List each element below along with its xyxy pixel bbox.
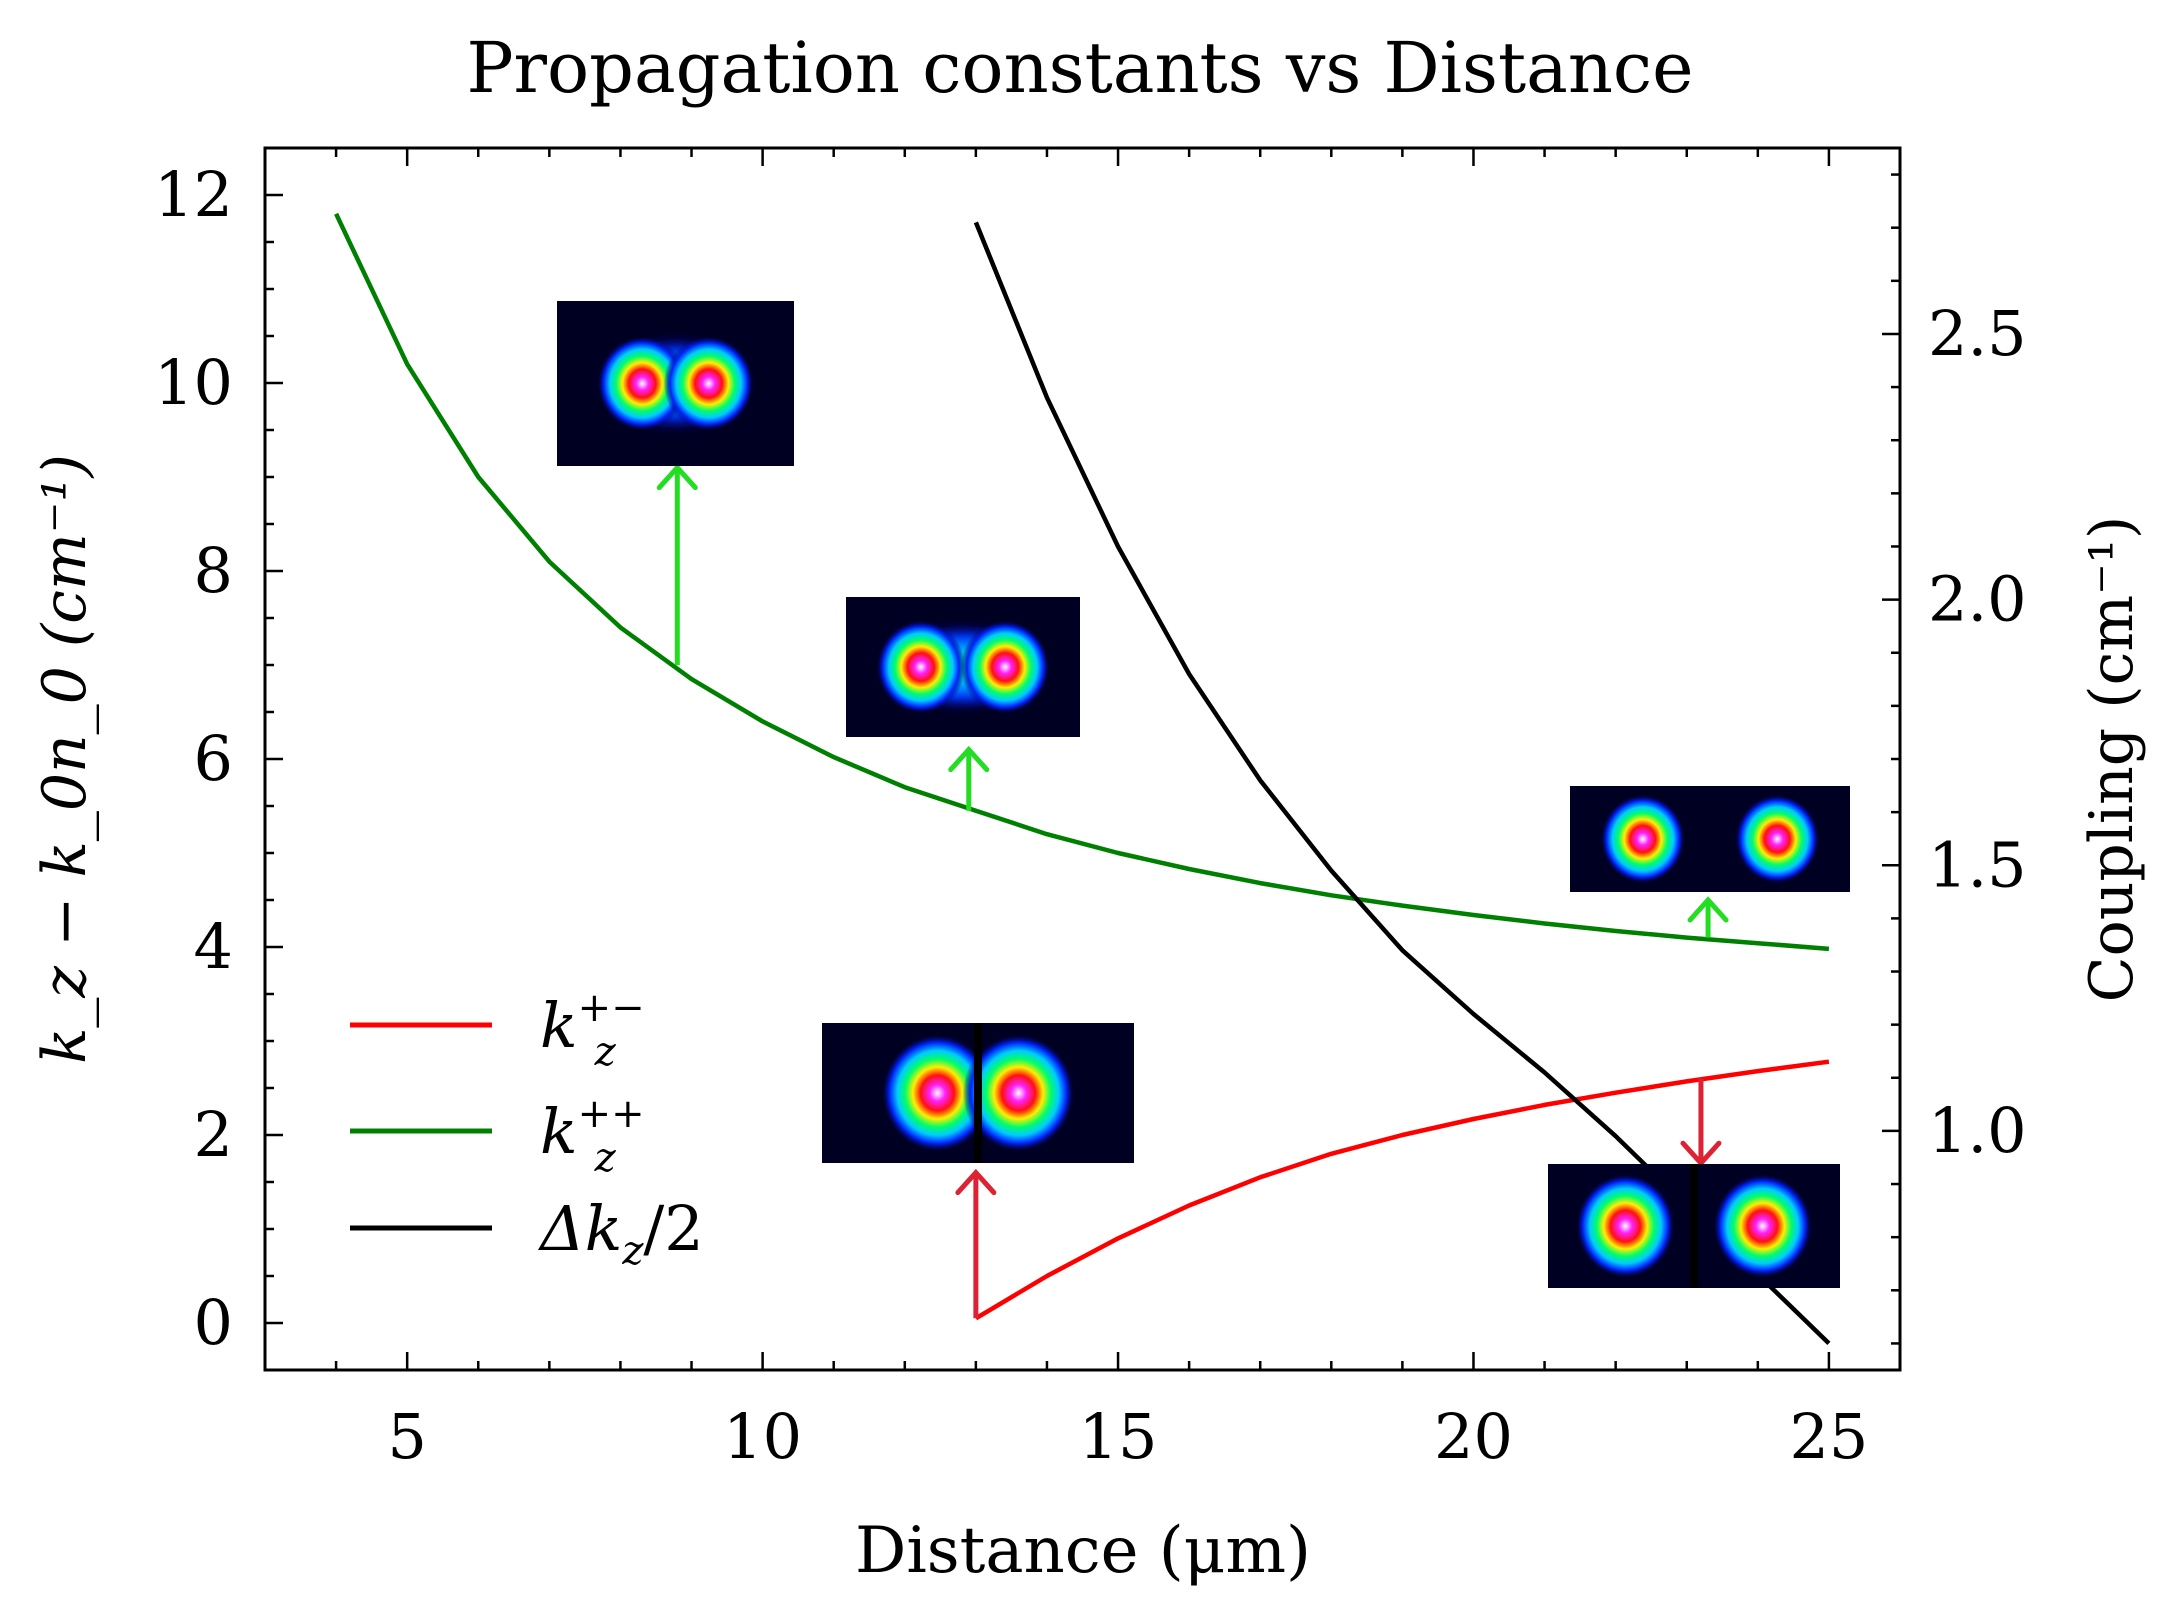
x-tick-label: 20	[1434, 1400, 1513, 1473]
y-right-tick-label: 2.5	[1928, 297, 2027, 370]
annotation-arrowhead-3	[1687, 896, 1729, 923]
legend-label: Δkz/2	[538, 1192, 704, 1274]
inset-mode-spot	[1713, 1173, 1813, 1279]
y-left-tick-label: 4	[194, 910, 233, 983]
mode-inset-merged	[557, 301, 794, 466]
annotation-arrowhead-5	[1680, 1140, 1722, 1167]
y-axis-left: 0 2 4 6 8 10 12	[154, 158, 283, 1359]
inset-mode-spot	[960, 620, 1050, 714]
legend-label-main: Δk	[538, 1192, 622, 1265]
y-right-tick-label: 1.5	[1928, 828, 2027, 901]
y-left-tick-label: 12	[154, 158, 233, 231]
legend-label-main: k	[540, 1095, 578, 1168]
legend-label: k+− z	[540, 985, 645, 1075]
inset-mode-spot	[1575, 1173, 1675, 1279]
annotation-arrowhead-1	[656, 463, 698, 491]
series-line-1	[974, 1059, 1830, 1321]
x-tick-label: 15	[1079, 1400, 1158, 1473]
y-left-tick-label: 0	[194, 1286, 233, 1359]
legend-label-main: k	[540, 989, 578, 1062]
y-right-tick-label: 1.0	[1928, 1094, 2027, 1167]
annotation-arrowhead-4	[955, 1168, 997, 1196]
x-tick-label: 5	[387, 1400, 426, 1473]
legend-entry-3: Δkz/2	[350, 1192, 704, 1274]
annotation-arrowhead-2	[948, 745, 990, 773]
y-left-tick-label: 6	[194, 722, 233, 795]
y-axis-left-label: k_z − k_0n_0 (cm⁻¹)	[30, 454, 100, 1064]
plot-area	[334, 212, 1831, 1346]
mode-inset-far-antisymmetric	[1548, 1164, 1840, 1288]
legend-label-sup: ++	[578, 1091, 645, 1137]
y-left-tick-label: 10	[154, 346, 233, 419]
inset-mode-spot	[881, 1034, 994, 1152]
y-right-tick-label: 2.0	[1928, 563, 2027, 636]
y-left-tick-label: 2	[194, 1098, 233, 1171]
legend-entry-1: k+− z	[350, 985, 645, 1075]
legend-label-sub: z	[621, 1228, 644, 1274]
mode-inset-far-symmetric	[1570, 786, 1850, 892]
legend-label: k++ z	[540, 1091, 645, 1181]
x-axis: 5 10 15 20 25	[263, 148, 1902, 1473]
mode-inset-close-antisymmetric	[822, 1023, 1134, 1163]
y-axis-right-label: Coupling (cm⁻¹)	[2077, 516, 2147, 1003]
legend-label-sub: z	[594, 1029, 617, 1075]
inset-mode-spot	[663, 336, 754, 431]
series-line-2	[334, 212, 1830, 952]
y-axis-right: 1.0 1.5 2.0 2.5	[1882, 173, 2027, 1345]
legend-entry-2: k++ z	[350, 1091, 645, 1181]
x-tick-label: 10	[723, 1400, 802, 1473]
x-axis-label: Distance (μm)	[855, 1514, 1311, 1588]
mode-insets	[557, 301, 1850, 1288]
mode-inset-close	[846, 597, 1080, 737]
x-tick-label: 25	[1789, 1400, 1868, 1473]
legend-label-sub: z	[594, 1135, 617, 1181]
inset-mode-spot	[1600, 794, 1686, 884]
inset-node-line	[974, 1023, 982, 1163]
legend-label-after: /2	[643, 1192, 703, 1265]
inset-mode-spot	[597, 336, 688, 431]
legend-label-sup: +−	[578, 985, 645, 1031]
inset-mode-spot	[1734, 794, 1820, 884]
inset-mode-spot	[876, 620, 966, 714]
y-left-tick-label: 8	[194, 534, 233, 607]
inset-mode-spot	[962, 1034, 1075, 1152]
inset-node-line	[1690, 1164, 1698, 1288]
chart-title: Propagation constants vs Distance	[466, 27, 1693, 109]
